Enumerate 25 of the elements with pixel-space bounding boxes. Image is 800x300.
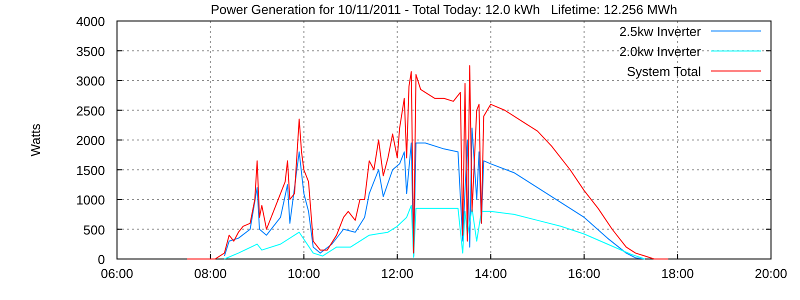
y-tick-label: 3500	[76, 44, 105, 59]
x-tick-label: 06:00	[100, 266, 134, 281]
y-tick-label: 500	[83, 222, 105, 238]
x-tick-label: 16:00	[568, 266, 600, 281]
line-series	[224, 128, 646, 260]
legend-label: System Total	[626, 64, 702, 79]
legend-label: 2.0kw Inverter	[619, 44, 702, 59]
y-tick-label: 2000	[76, 133, 105, 148]
x-tick-label: 12:00	[381, 266, 414, 281]
x-tick-label: 10:00	[288, 266, 320, 281]
y-tick-label: 3000	[76, 74, 105, 88]
y-tick-label: 1000	[76, 192, 105, 208]
x-tick-label: 14:00	[474, 266, 507, 281]
line-series	[224, 204, 646, 260]
line-series	[186, 65, 669, 260]
chart-title: Power Generation for 10/11/2011 - Total Today: 12.0 kWh Lifetime: 12.256 MWh	[210, 2, 678, 17]
y-tick-label: 4000	[76, 14, 105, 29]
x-tick-label: 18:00	[661, 266, 694, 281]
y-tick-label: 1500	[76, 162, 105, 178]
y-axis-title: Watts	[28, 123, 43, 156]
y-tick-label: 0	[98, 252, 105, 267]
x-tick-label: 20:00	[754, 266, 788, 281]
x-tick-label: 08:00	[194, 266, 227, 281]
y-tick-label: 2500	[76, 103, 105, 118]
legend-label: 2.5kw Inverter	[619, 24, 702, 39]
